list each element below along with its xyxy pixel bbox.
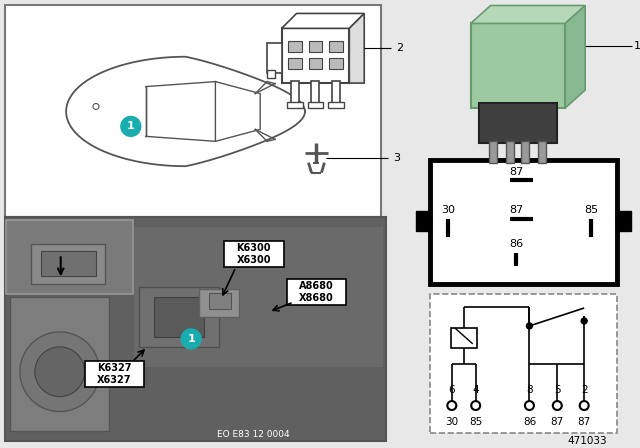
Text: 87: 87 bbox=[509, 206, 524, 215]
Polygon shape bbox=[470, 5, 585, 23]
Bar bbox=[616, 211, 631, 231]
Bar bbox=[330, 58, 343, 69]
Text: EO E83 12 0004: EO E83 12 0004 bbox=[218, 430, 290, 439]
Bar bbox=[10, 297, 109, 431]
Text: 87: 87 bbox=[509, 167, 524, 177]
Bar bbox=[154, 297, 204, 337]
Text: 85: 85 bbox=[469, 418, 483, 427]
Text: 1: 1 bbox=[127, 121, 134, 131]
Bar bbox=[287, 279, 346, 305]
Circle shape bbox=[35, 347, 84, 396]
Bar bbox=[287, 102, 303, 108]
Bar bbox=[506, 141, 513, 163]
Text: 86: 86 bbox=[509, 239, 524, 250]
Bar bbox=[209, 293, 231, 309]
Bar bbox=[84, 361, 144, 387]
Bar bbox=[330, 41, 343, 52]
Circle shape bbox=[20, 332, 99, 412]
Text: 2: 2 bbox=[581, 385, 588, 395]
Bar bbox=[538, 141, 547, 163]
Bar bbox=[430, 160, 617, 284]
Bar bbox=[328, 102, 344, 108]
Bar bbox=[307, 102, 323, 108]
Bar bbox=[6, 220, 133, 294]
Text: K6300: K6300 bbox=[237, 243, 271, 253]
Circle shape bbox=[581, 318, 587, 324]
Bar bbox=[31, 244, 106, 284]
Text: 30: 30 bbox=[441, 206, 455, 215]
Bar bbox=[430, 294, 617, 433]
Bar bbox=[522, 141, 529, 163]
Circle shape bbox=[527, 323, 532, 329]
Bar bbox=[140, 287, 219, 347]
Circle shape bbox=[471, 401, 480, 410]
Bar bbox=[5, 217, 386, 441]
Text: X6300: X6300 bbox=[237, 255, 271, 265]
Text: 471033: 471033 bbox=[568, 436, 607, 446]
Bar bbox=[451, 328, 477, 348]
Text: 87: 87 bbox=[550, 418, 564, 427]
Text: A8680: A8680 bbox=[299, 281, 334, 291]
Bar bbox=[488, 141, 497, 163]
Text: 6: 6 bbox=[449, 385, 455, 395]
Text: 87: 87 bbox=[577, 418, 591, 427]
Circle shape bbox=[553, 401, 562, 410]
Bar bbox=[446, 9, 615, 148]
Bar bbox=[291, 81, 298, 103]
Text: 8: 8 bbox=[526, 385, 532, 395]
Bar bbox=[282, 28, 349, 83]
Bar bbox=[416, 211, 431, 231]
Bar bbox=[41, 251, 95, 276]
Bar bbox=[134, 228, 383, 367]
Circle shape bbox=[525, 401, 534, 410]
Text: 85: 85 bbox=[584, 206, 598, 215]
Bar bbox=[5, 5, 381, 217]
Bar bbox=[267, 43, 282, 73]
Text: 2: 2 bbox=[396, 43, 403, 53]
Polygon shape bbox=[565, 5, 585, 108]
Bar bbox=[308, 41, 323, 52]
Text: 30: 30 bbox=[445, 418, 458, 427]
Bar bbox=[267, 70, 275, 78]
Text: 1: 1 bbox=[187, 334, 195, 344]
Bar bbox=[479, 103, 557, 143]
Text: 5: 5 bbox=[554, 385, 561, 395]
Text: X6327: X6327 bbox=[97, 375, 132, 385]
Bar bbox=[287, 41, 301, 52]
Polygon shape bbox=[282, 13, 364, 28]
Bar bbox=[224, 241, 284, 267]
Polygon shape bbox=[349, 13, 364, 83]
Text: 1: 1 bbox=[634, 41, 640, 51]
Bar bbox=[287, 58, 301, 69]
Text: 3: 3 bbox=[393, 153, 400, 163]
Text: 86: 86 bbox=[523, 418, 536, 427]
Text: K6327: K6327 bbox=[97, 363, 132, 373]
Text: X8680: X8680 bbox=[299, 293, 334, 303]
Text: 4: 4 bbox=[472, 385, 479, 395]
Bar bbox=[470, 23, 565, 108]
Bar bbox=[332, 81, 340, 103]
Circle shape bbox=[181, 329, 201, 349]
Circle shape bbox=[580, 401, 589, 410]
Bar bbox=[312, 81, 319, 103]
Bar bbox=[199, 289, 239, 317]
Circle shape bbox=[121, 116, 141, 136]
Bar bbox=[308, 58, 323, 69]
Circle shape bbox=[447, 401, 456, 410]
